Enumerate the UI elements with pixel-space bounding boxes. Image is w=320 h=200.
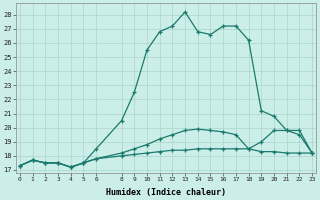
X-axis label: Humidex (Indice chaleur): Humidex (Indice chaleur) (106, 188, 226, 197)
